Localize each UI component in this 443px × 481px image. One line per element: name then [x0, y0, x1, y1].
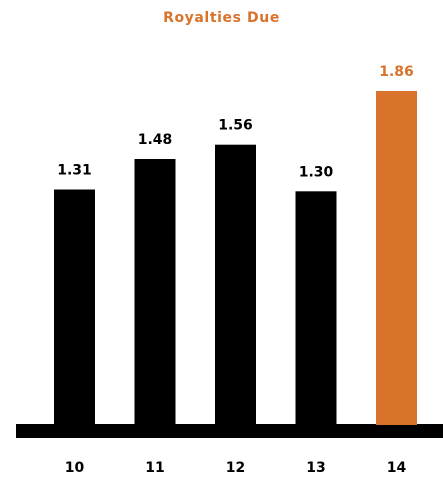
bar-13	[295, 191, 337, 425]
data-label-10: 1.31	[57, 163, 92, 179]
x-tick-label-14: 14	[387, 460, 407, 476]
x-tick-label-11: 11	[145, 460, 164, 476]
x-tick-label-10: 10	[65, 460, 85, 476]
data-label-14: 1.86	[379, 64, 414, 80]
data-label-12: 1.56	[218, 118, 253, 134]
x-axis-baseline	[16, 424, 443, 438]
data-label-13: 1.30	[299, 164, 334, 180]
x-tick-label-13: 13	[306, 460, 325, 476]
x-tick-label-12: 12	[226, 460, 245, 476]
data-label-11: 1.48	[138, 132, 173, 148]
chart-title: Royalties Due	[163, 10, 280, 26]
bar-10	[54, 189, 95, 425]
bar-11	[134, 159, 176, 425]
bar-12	[215, 144, 256, 425]
bar-14	[376, 91, 417, 425]
